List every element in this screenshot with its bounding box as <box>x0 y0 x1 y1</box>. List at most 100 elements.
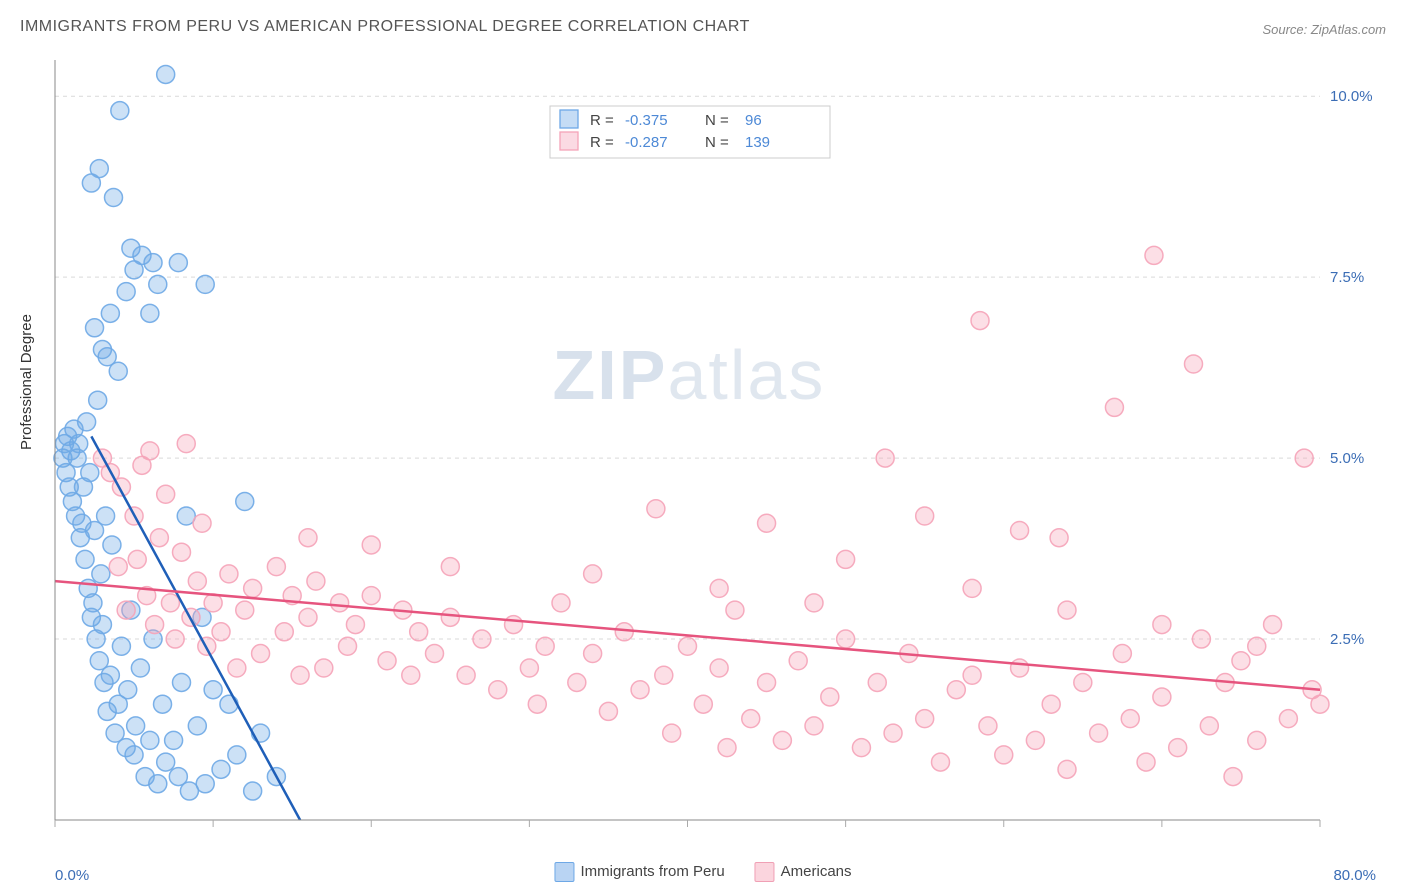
x-min-label: 0.0% <box>55 867 89 884</box>
data-point <box>157 753 175 771</box>
data-point <box>805 717 823 735</box>
data-point <box>331 594 349 612</box>
data-point <box>631 681 649 699</box>
source-attribution: Source: ZipAtlas.com <box>1262 22 1386 37</box>
data-point <box>101 666 119 684</box>
data-point <box>212 760 230 778</box>
data-point <box>1295 449 1313 467</box>
legend-swatch <box>554 862 574 882</box>
data-point <box>111 102 129 120</box>
data-point <box>97 507 115 525</box>
bottom-legend-item: Americans <box>755 862 852 882</box>
data-point <box>378 652 396 670</box>
data-point <box>131 659 149 677</box>
data-point <box>346 616 364 634</box>
data-point <box>837 630 855 648</box>
data-point <box>663 724 681 742</box>
data-point <box>552 594 570 612</box>
data-point <box>103 536 121 554</box>
data-point <box>789 652 807 670</box>
data-point <box>307 572 325 590</box>
data-point <box>536 637 554 655</box>
data-point <box>726 601 744 619</box>
data-point <box>117 601 135 619</box>
data-point <box>1042 695 1060 713</box>
y-tick-label: 7.5% <box>1330 269 1364 286</box>
data-point <box>188 717 206 735</box>
data-point <box>1105 398 1123 416</box>
data-point <box>971 312 989 330</box>
data-point <box>220 565 238 583</box>
data-point <box>426 645 444 663</box>
data-point <box>244 579 262 597</box>
legend-swatch <box>560 110 578 128</box>
data-point <box>1137 753 1155 771</box>
data-point <box>947 681 965 699</box>
data-point <box>122 239 140 257</box>
data-point <box>1232 652 1250 670</box>
legend-label: Immigrants from Peru <box>580 863 724 880</box>
data-point <box>92 565 110 583</box>
data-point <box>441 558 459 576</box>
data-point <box>710 579 728 597</box>
data-point <box>149 275 167 293</box>
data-point <box>837 550 855 568</box>
data-point <box>127 717 145 735</box>
legend-swatch <box>560 132 578 150</box>
data-point <box>1248 731 1266 749</box>
data-point <box>196 775 214 793</box>
data-point <box>868 673 886 691</box>
data-point <box>252 645 270 663</box>
data-point <box>291 666 309 684</box>
data-point <box>119 681 137 699</box>
data-point <box>979 717 997 735</box>
data-point <box>1058 760 1076 778</box>
data-point <box>568 673 586 691</box>
data-point <box>489 681 507 699</box>
data-point <box>647 500 665 518</box>
data-point <box>615 623 633 641</box>
data-point <box>402 666 420 684</box>
data-point <box>718 739 736 757</box>
data-point <box>457 666 475 684</box>
data-point <box>177 435 195 453</box>
data-point <box>339 637 357 655</box>
data-point <box>852 739 870 757</box>
data-point <box>1248 637 1266 655</box>
y-tick-label: 5.0% <box>1330 450 1364 467</box>
data-point <box>141 442 159 460</box>
data-point <box>963 579 981 597</box>
data-point <box>520 659 538 677</box>
data-point <box>267 558 285 576</box>
data-point <box>362 587 380 605</box>
data-point <box>505 616 523 634</box>
data-point <box>220 695 238 713</box>
data-point <box>112 637 130 655</box>
data-point <box>821 688 839 706</box>
data-point <box>1279 710 1297 728</box>
data-point <box>758 673 776 691</box>
data-point <box>204 681 222 699</box>
data-point <box>141 731 159 749</box>
data-point <box>876 449 894 467</box>
data-point <box>1090 724 1108 742</box>
data-point <box>299 608 317 626</box>
data-point <box>528 695 546 713</box>
data-point <box>1121 710 1139 728</box>
data-point <box>1011 521 1029 539</box>
data-point <box>1058 601 1076 619</box>
data-point <box>1153 616 1171 634</box>
data-point <box>161 594 179 612</box>
data-point <box>916 507 934 525</box>
data-point <box>236 493 254 511</box>
legend-swatch <box>755 862 775 882</box>
data-point <box>173 673 191 691</box>
correlation-scatter-chart: 2.5%5.0%7.5%10.0%R =-0.375N =96R =-0.287… <box>50 50 1380 850</box>
y-tick-label: 2.5% <box>1330 631 1364 648</box>
data-point <box>166 630 184 648</box>
data-point <box>995 746 1013 764</box>
data-point <box>275 623 293 641</box>
data-point <box>1185 355 1203 373</box>
bottom-legend-item: Immigrants from Peru <box>554 862 724 882</box>
data-point <box>70 435 88 453</box>
